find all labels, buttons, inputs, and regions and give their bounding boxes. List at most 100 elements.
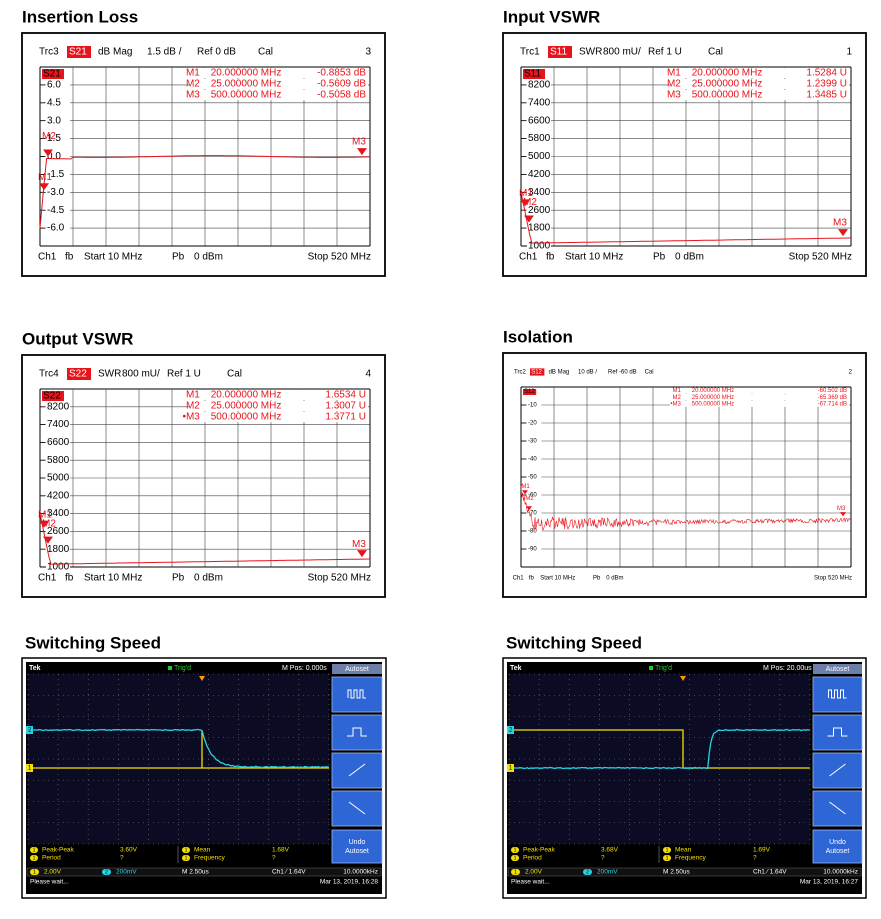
ch-id: 2 [586, 869, 589, 875]
marker-triangle [39, 520, 49, 528]
vna-panel: Output VSWR Trc4 S22 SWR 800 mU/Ref 1 U Cal 4 8… [21, 329, 386, 598]
timebase: M 2.50us [182, 869, 209, 876]
axis-label-bg [527, 79, 551, 90]
undo-button[interactable] [331, 829, 383, 864]
axis-label-bg [46, 223, 70, 234]
footer-mode: fb [65, 252, 74, 263]
meas-channel: 1 [514, 855, 517, 861]
menu-title: Autoset [345, 666, 369, 673]
scale: 800 mU/ [122, 369, 160, 380]
marker-freq: 20.000000 MHz [211, 390, 282, 401]
axis-label: 4.5 [47, 97, 61, 108]
marker-name: •M3 [670, 401, 681, 407]
meas-label: Mean [675, 847, 692, 854]
axis-label: 5800 [47, 455, 70, 466]
scope-panel: Switching Speed Tek Trig'd M Pos: 20.00us 1 2… [502, 633, 867, 899]
trace-name: Trc1 [520, 47, 540, 58]
vna-panel: Insertion Loss Trc3 S21 dB Mag 1.5 dB / Ref 0… [21, 7, 386, 277]
axis-label: 1800 [528, 223, 551, 234]
channel-marker [507, 726, 514, 734]
footer-start: Start 10 MHz [84, 252, 142, 263]
marker-name: M3 [186, 90, 200, 101]
marker-value: 1.6534 U [325, 390, 366, 401]
footer-channel: Ch1 [513, 576, 525, 582]
trace-number: 4 [365, 369, 371, 380]
marker-tag: M2 [525, 496, 534, 502]
meas-channel: 1 [666, 847, 669, 853]
param-badge [523, 69, 545, 79]
axis-label: -10 [528, 403, 537, 409]
marker-name: M2 [186, 401, 200, 412]
cal: Cal [708, 47, 723, 58]
ch-scale: 200mV [597, 869, 618, 876]
axis-label-bg [46, 437, 70, 448]
meas-badge [182, 847, 190, 853]
param-badge [548, 46, 572, 58]
axis-label-bg [46, 115, 70, 126]
meas-channel: 1 [185, 855, 188, 861]
axis-label-bg [527, 205, 551, 216]
axis-label: -6.0 [47, 223, 65, 234]
axis-label-bg [527, 456, 542, 462]
format: SWR [579, 47, 602, 58]
marker-triangle [838, 229, 848, 237]
ch1-trace [28, 730, 329, 769]
axis-label-bg [46, 133, 70, 144]
menu-icon [829, 801, 846, 815]
footer-power: Pb [593, 576, 601, 582]
undo-label: Autoset [826, 848, 850, 855]
axis-label-bg [46, 151, 70, 162]
axis-label: -1.5 [47, 169, 65, 180]
menu-button[interactable] [331, 714, 383, 751]
panel-title: Insertion Loss [22, 7, 138, 26]
meas-badge [663, 847, 671, 853]
footer-mode: fb [546, 252, 555, 263]
param: S21 [43, 69, 61, 80]
axis-label-bg [46, 490, 70, 501]
marker-bg [188, 68, 368, 78]
menu-button[interactable] [812, 714, 863, 751]
meas-value: ? [272, 855, 276, 862]
axis-label: 8200 [47, 401, 70, 412]
trace-number: 2 [849, 370, 853, 376]
meas-badge [30, 847, 38, 853]
marker-name: M2 [673, 395, 682, 401]
cal: Cal [645, 370, 654, 376]
marker-freq: 500.00000 MHz [692, 90, 763, 101]
axis-label: 7400 [528, 97, 551, 108]
meas-value: ? [601, 855, 605, 862]
menu-button[interactable] [812, 752, 863, 789]
marker-triangle [840, 512, 846, 517]
meas-value: 1.68V [272, 847, 290, 854]
marker-freq: 20.000000 MHz [692, 388, 734, 394]
footer-stop: Stop 520 MHz [308, 252, 371, 263]
marker-name: M1 [186, 68, 200, 79]
axis-label: -90 [528, 547, 537, 553]
trigger-state: Trig'd [655, 665, 672, 672]
axis-label: -40 [528, 457, 537, 463]
axis-label: 1000 [47, 562, 70, 573]
marker-tag: M3 [352, 137, 366, 148]
axis-label: -50 [528, 475, 537, 481]
scope-panel: Switching Speed Tek Trig'd M Pos: 0.000s 1 2 A… [21, 633, 387, 899]
menu-icon [348, 801, 366, 815]
marker-freq: 25.000000 MHz [211, 401, 282, 412]
status: Please wait... [30, 879, 69, 886]
axis-label: 6.0 [47, 80, 61, 91]
axis-label-bg [527, 474, 542, 480]
marker-name: M2 [667, 79, 681, 90]
marker-triangle [522, 490, 528, 495]
marker-value: -0.5609 dB [317, 79, 366, 90]
axis-label-bg [527, 241, 551, 251]
marker-freq: 20.000000 MHz [692, 68, 763, 79]
marker-triangle [526, 506, 532, 511]
axis-label: -4.5 [47, 205, 65, 216]
marker-bg [669, 68, 849, 78]
axis-label-bg [527, 97, 551, 108]
trace-line [39, 155, 370, 229]
axis-label-bg [527, 492, 542, 498]
footer-channel: Ch1 [519, 252, 538, 263]
marker-bg [669, 79, 849, 89]
undo-button[interactable] [812, 829, 863, 864]
axis-label: 6600 [528, 115, 551, 126]
